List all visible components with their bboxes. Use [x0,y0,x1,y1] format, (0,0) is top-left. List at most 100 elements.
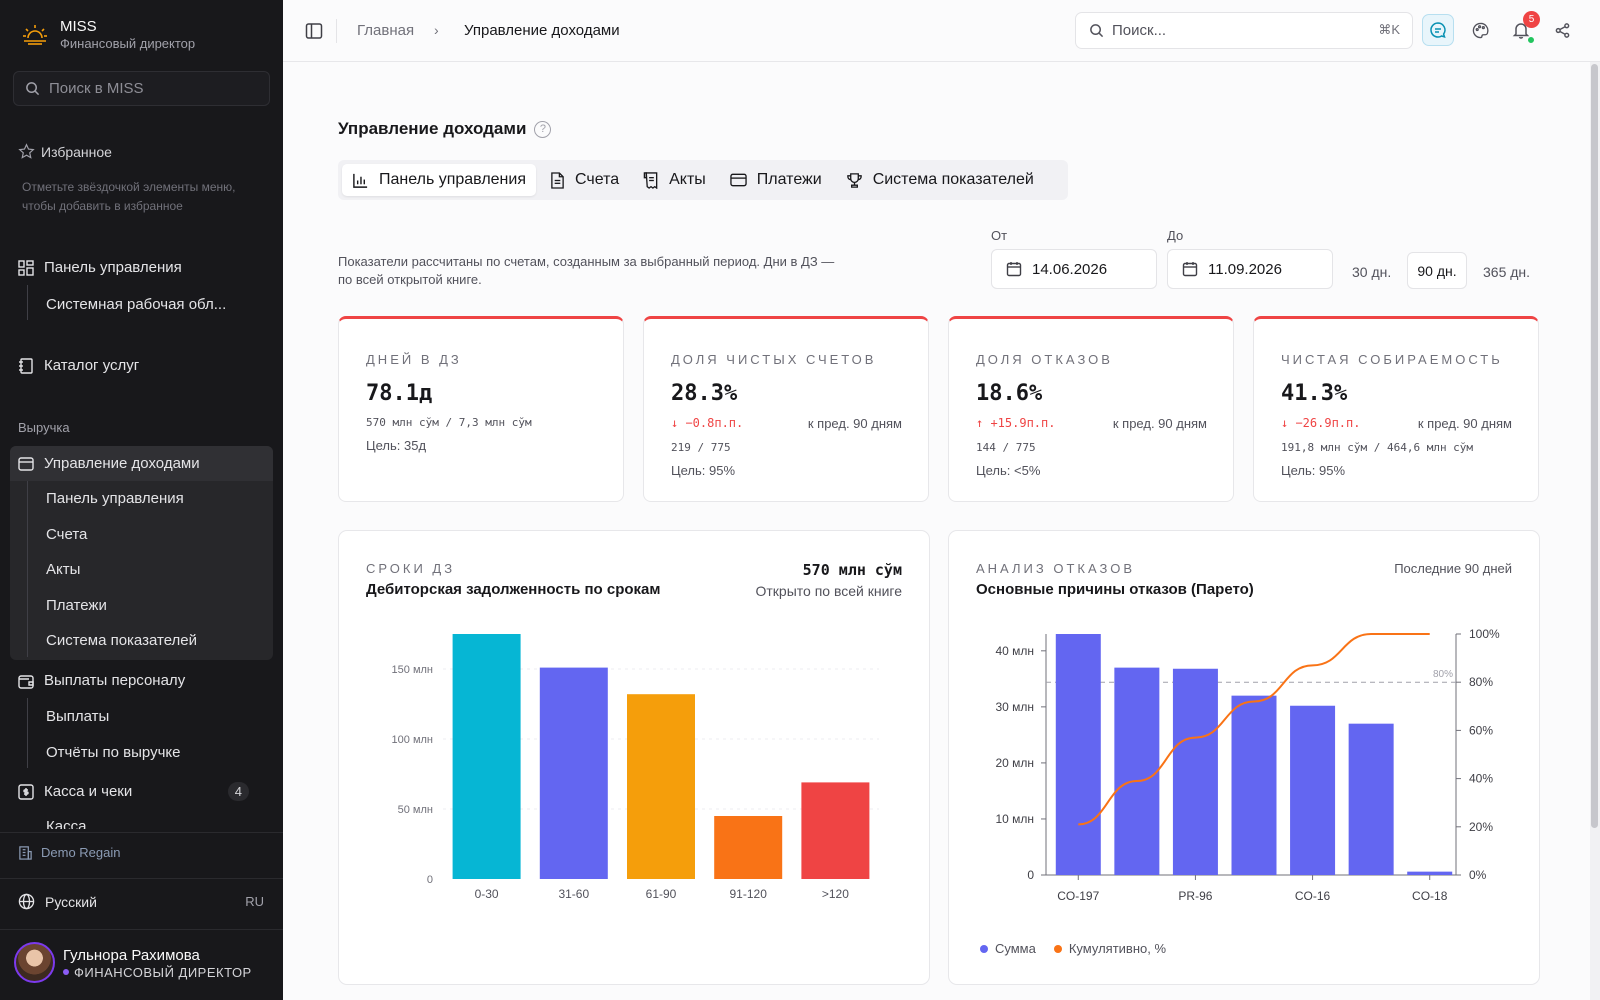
tab-dashboard[interactable]: Панель управления [342,164,536,196]
range-365-button[interactable]: 365 дн. [1483,264,1531,280]
sidebar-item-revenue-management[interactable]: Управление доходами [10,446,273,481]
sidebar-item-label: Каталог услуг [44,357,140,374]
legend-label: Сумма [995,941,1036,956]
org-switcher[interactable]: Demo Regain [18,845,121,860]
sidebar-item-label: Касса и чеки [44,783,133,800]
sidebar-toggle-icon[interactable] [305,22,323,40]
tab-bar: Панель управления Счета Акты Платежи Сис… [338,160,1068,200]
tab-label: Панель управления [379,171,526,188]
y2-tick-label: 20% [1469,820,1493,834]
kpi-goal: Цель: 35д [366,438,427,453]
kpi-delta: ↓ −0.8п.п. [671,416,744,430]
scrollbar-thumb[interactable] [1591,64,1598,828]
range-30-button[interactable]: 30 дн. [1352,264,1392,280]
x-tick-label: CO-197 [1057,889,1099,903]
y-tick-label: 0 [1027,868,1034,882]
sun-logo-icon [23,25,47,45]
divider [0,929,283,930]
sidebar-subitem-revenue-reports[interactable]: Отчёты по выручке [46,744,181,761]
sidebar-subitem-acts[interactable]: Акты [46,561,81,578]
kpi-delta: ↓ −26.9п.п. [1281,416,1361,430]
kpi-compare: к пред. 90 дням [807,416,902,431]
tab-label: Платежи [756,171,822,188]
bar-chart-icon [353,173,368,188]
notifications-button[interactable]: 5 [1505,11,1540,46]
sidebar-subitem-invoices[interactable]: Счета [46,526,88,543]
x-tick-label: 0-30 [475,887,499,901]
bar [1348,723,1394,875]
user-menu[interactable]: Гульнора Рахимова ФИНАНСОВЫЙ ДИРЕКТОР [14,942,252,983]
bar [714,816,783,879]
kpi-value: 28.3% [671,381,738,406]
share-button[interactable] [1546,14,1578,46]
y-tick-label: 100 млн [392,734,433,746]
kpi-label: ДОЛЯ ЧИСТЫХ СЧЕТОВ [671,352,877,367]
sidebar-subitem-cash[interactable]: Касса [46,818,87,829]
brand[interactable]: MISS Финансовый директор [22,18,195,52]
legend-item[interactable]: Кумулятивно, % [1053,941,1167,956]
card-title: Основные причины отказов (Парето) [976,581,1254,598]
sidebar-subitem-scorecard[interactable]: Система показателей [46,632,198,649]
avatar [14,942,55,983]
y-tick-label: 30 млн [995,700,1034,714]
y2-tick-label: 60% [1469,723,1493,737]
date-from-picker[interactable]: 14.06.2026 [991,249,1157,289]
sidebar-item-payouts[interactable]: Выплаты персоналу [10,663,273,698]
sidebar-item-cash[interactable]: Касса и чеки 4 [10,774,273,809]
globe-icon [18,893,35,910]
y-tick-label: 20 млн [995,756,1034,770]
calendar-icon [1182,262,1198,277]
denials-pareto-card: АНАЛИЗ ОТКАЗОВ Основные причины отказов … [948,530,1540,985]
card-icon [730,173,747,187]
legend-swatch [980,945,988,953]
y2-tick-label: 80% [1469,675,1493,689]
tab-acts[interactable]: Акты [633,164,716,196]
breadcrumb-home[interactable]: Главная [357,22,415,39]
x-tick-label: >120 [822,887,849,901]
theme-button[interactable] [1464,14,1496,46]
sidebar-search[interactable] [13,71,270,106]
sidebar-item-dashboard[interactable]: Панель управления [10,250,273,285]
tab-label: Акты [669,171,706,188]
card-subtitle: Открыто по всей книге [755,583,902,599]
sidebar-subitem-dashboard[interactable]: Панель управления [46,490,184,507]
sidebar-subitem-payments[interactable]: Платежи [46,597,107,614]
period-note: Показатели рассчитаны по счетам, созданн… [338,254,835,287]
notification-count: 5 [1523,11,1540,28]
bar [627,694,695,879]
help-icon[interactable]: ? [534,120,552,138]
global-search[interactable]: ⌘K [1075,12,1413,49]
sidebar-search-input[interactable] [49,80,249,97]
sidebar-subitem-payouts[interactable]: Выплаты [46,708,110,725]
bar [1407,871,1453,875]
tab-scorecard[interactable]: Система показателей [836,164,1044,196]
tab-label: Система показателей [872,171,1034,188]
active-group-head [10,446,273,481]
sidebar-item-label: Управление доходами [44,455,200,472]
y2-tick-label: 40% [1469,772,1493,786]
tab-payments[interactable]: Платежи [720,164,832,196]
card-title: Дебиторская задолженность по срокам [366,581,661,598]
tree-line [27,698,28,768]
favorites-label: Избранное [41,143,112,160]
kpi-value: 78.1д [366,381,433,406]
kpi-compare: к пред. 90 дням [1112,416,1207,431]
kpi-card-clean-claims: ДОЛЯ ЧИСТЫХ СЧЕТОВ 28.3% ↓ −0.8п.п. к пр… [643,316,929,502]
active-group-bg [10,446,273,660]
sidebar-item-catalog[interactable]: Каталог услуг [10,348,273,383]
bar [1114,667,1160,875]
threshold-label: 80% [1433,669,1453,680]
kpi-goal: Цель: 95% [671,463,736,478]
language-switcher[interactable]: Русский RU [18,893,264,910]
chat-button[interactable] [1422,14,1454,46]
global-search-input[interactable] [1112,22,1362,39]
range-90-button[interactable]: 90 дн. [1407,252,1467,289]
tab-invoices[interactable]: Счета [540,164,629,196]
sidebar-item-workspace[interactable]: Системная рабочая обл... [46,296,227,313]
date-to-picker[interactable]: 11.09.2026 [1167,249,1333,289]
legend-item[interactable]: Сумма [980,941,1036,956]
bar [801,782,870,879]
kpi-goal: Цель: <5% [976,463,1041,478]
page-title: Управление доходами ? [338,119,552,139]
legend-label: Кумулятивно, % [1068,941,1167,956]
